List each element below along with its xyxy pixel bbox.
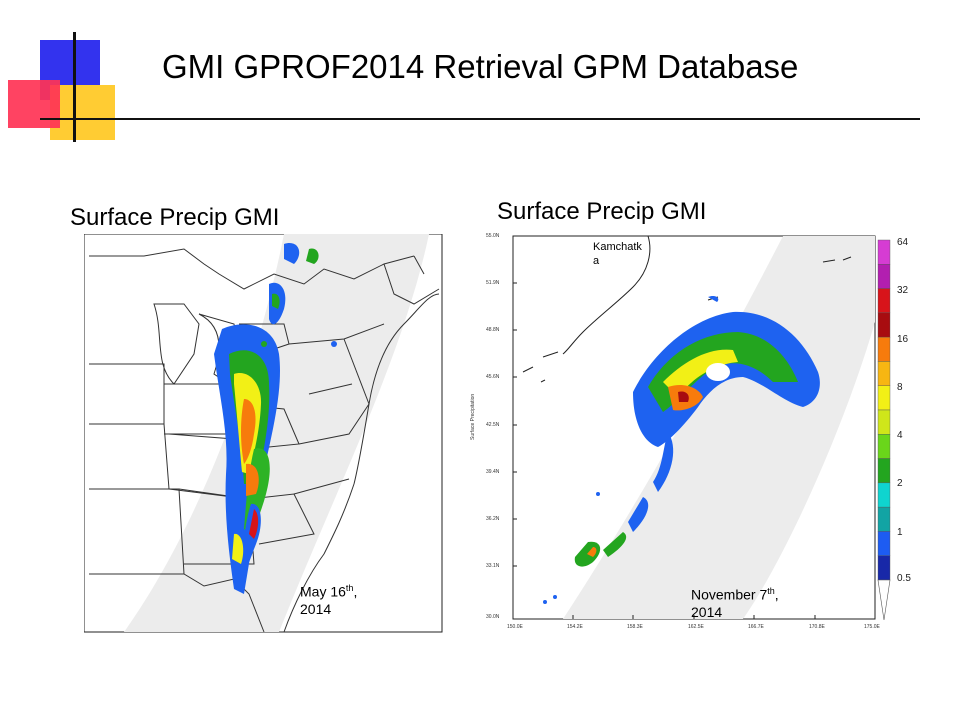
lat-tick-4: 42.5N <box>486 422 500 428</box>
lat-tick-1: 51.9N <box>486 280 500 286</box>
left-date-main: May 16 <box>300 583 346 600</box>
lat-tick-0: 55.0N <box>486 233 500 239</box>
left-date-sup: th <box>345 583 354 593</box>
lon-tick-2: 158.3E <box>627 624 643 630</box>
lat-tick-6: 36.2N <box>486 516 500 522</box>
colorbar-swatch <box>877 288 891 314</box>
lon-tick-4: 166.7E <box>748 624 764 630</box>
left-date-tail: , <box>353 583 358 600</box>
colorbar-swatch <box>877 385 891 411</box>
lat-tick-7: 33.1N <box>486 563 500 569</box>
lon-tick-6: 175.0E <box>864 624 880 630</box>
colorbar-swatch <box>877 434 891 459</box>
colorbar-swatch <box>877 458 891 484</box>
title-underline <box>40 118 920 120</box>
colorbar-swatch <box>877 239 891 265</box>
colorbar-label-32: 32 <box>897 285 909 296</box>
right-precip-field <box>543 295 820 604</box>
right-map-coastline <box>522 235 852 383</box>
lat-tick-2: 48.8N <box>486 327 500 333</box>
colorbar-low-end-triangle <box>877 579 891 621</box>
left-map-boundaries <box>89 248 440 633</box>
colorbar-swatch <box>877 312 891 338</box>
left-precip-map <box>84 234 443 633</box>
logo-yellow-square <box>50 85 115 140</box>
colorbar-swatch <box>877 531 891 556</box>
colorbar-label-64: 64 <box>897 237 909 248</box>
colorbar-label-4: 4 <box>897 430 903 441</box>
right-y-axis-title: Surface Precipitation <box>470 393 476 440</box>
slide-title: GMI GPROF2014 Retrieval GPM Database <box>162 48 799 85</box>
left-map-date: May 16th, 2014 <box>300 580 357 618</box>
right-date-main: November 7 <box>691 586 768 603</box>
colorbar-label-16: 16 <box>897 334 909 345</box>
lon-tick-0: 150.0E <box>507 624 523 630</box>
colorbar-swatch <box>877 506 891 532</box>
lon-tick-1: 154.2E <box>567 624 583 630</box>
kamchatka-label-line1: Kamchatk <box>593 241 642 253</box>
colorbar-label-0-5: 0.5 <box>897 573 911 584</box>
colorbar-label-2: 2 <box>897 478 903 489</box>
lat-tick-3: 45.6N <box>486 374 500 380</box>
right-precip-map <box>512 235 876 620</box>
lon-tick-5: 170.8E <box>809 624 825 630</box>
kamchatka-label-line2: a <box>593 255 600 267</box>
lat-tick-5: 39.4N <box>486 469 500 475</box>
lat-tick-8: 30.0N <box>486 614 500 620</box>
colorbar-label-8: 8 <box>897 382 903 393</box>
kamchatka-label: Kamchatk a <box>593 240 642 268</box>
colorbar-swatch <box>877 336 891 362</box>
left-panel-title: Surface Precip GMI <box>70 204 280 231</box>
left-precip-field <box>214 243 337 594</box>
logo-vertical-line <box>73 32 76 142</box>
colorbar-label-1: 1 <box>897 527 903 538</box>
colorbar-swatch <box>877 409 891 435</box>
colorbar-swatch <box>877 555 891 581</box>
colorbar-swatch <box>877 482 891 508</box>
right-date-sup: th <box>767 586 775 596</box>
right-date-year: 2014 <box>691 603 723 620</box>
colorbar-swatch <box>877 361 891 386</box>
lon-tick-3: 162.5E <box>688 624 704 630</box>
logo-red-square <box>8 80 60 128</box>
right-map-date: November 7th, 2014 <box>691 583 779 621</box>
precip-colorbar <box>877 239 891 621</box>
right-date-tail: , <box>774 586 779 603</box>
left-date-year: 2014 <box>300 600 332 617</box>
colorbar-swatch <box>877 264 891 289</box>
right-panel-title: Surface Precip GMI <box>497 198 707 225</box>
